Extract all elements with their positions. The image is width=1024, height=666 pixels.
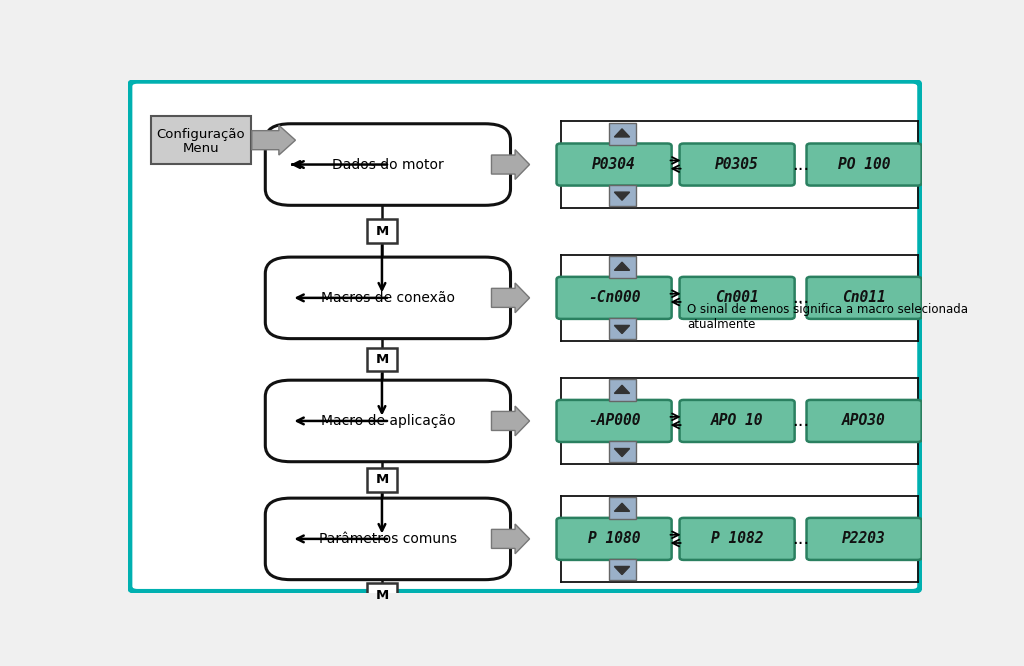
FancyBboxPatch shape — [608, 318, 636, 340]
FancyBboxPatch shape — [807, 400, 922, 442]
FancyBboxPatch shape — [557, 400, 672, 442]
FancyBboxPatch shape — [151, 117, 251, 164]
Polygon shape — [614, 326, 630, 334]
FancyBboxPatch shape — [608, 184, 636, 206]
FancyBboxPatch shape — [608, 441, 636, 462]
FancyBboxPatch shape — [265, 380, 511, 462]
Text: Macros de conexão: Macros de conexão — [321, 291, 455, 305]
Text: Menu: Menu — [182, 143, 219, 155]
FancyBboxPatch shape — [367, 583, 397, 607]
Polygon shape — [492, 283, 529, 313]
Text: Parâmetros comuns: Parâmetros comuns — [318, 532, 457, 546]
Text: M: M — [376, 589, 388, 601]
Text: P2203: P2203 — [842, 531, 886, 546]
Text: Configuração: Configuração — [157, 129, 246, 141]
Text: Cn001: Cn001 — [715, 290, 759, 306]
Text: PO 100: PO 100 — [838, 157, 890, 172]
Text: APO 10: APO 10 — [711, 414, 763, 428]
FancyBboxPatch shape — [265, 124, 511, 205]
Text: ...: ... — [792, 156, 809, 174]
FancyBboxPatch shape — [265, 257, 511, 338]
Text: P0304: P0304 — [592, 157, 636, 172]
FancyBboxPatch shape — [680, 400, 795, 442]
Text: M: M — [376, 474, 388, 486]
Text: -Cn000: -Cn000 — [588, 290, 640, 306]
Polygon shape — [614, 129, 630, 137]
Text: ...: ... — [792, 289, 809, 307]
FancyBboxPatch shape — [608, 256, 636, 278]
Polygon shape — [614, 567, 630, 575]
Text: Macro de aplicação: Macro de aplicação — [321, 414, 456, 428]
FancyBboxPatch shape — [608, 498, 636, 519]
Polygon shape — [614, 385, 630, 394]
Polygon shape — [614, 503, 630, 511]
Text: O sinal de menos significa a macro selecionada
atualmente: O sinal de menos significa a macro selec… — [687, 303, 969, 331]
FancyBboxPatch shape — [557, 277, 672, 319]
Text: APO30: APO30 — [842, 414, 886, 428]
Text: P0305: P0305 — [715, 157, 759, 172]
FancyBboxPatch shape — [147, 93, 902, 580]
Text: Cn011: Cn011 — [842, 290, 886, 306]
FancyBboxPatch shape — [265, 498, 511, 579]
FancyBboxPatch shape — [680, 518, 795, 560]
FancyBboxPatch shape — [557, 518, 672, 560]
FancyBboxPatch shape — [807, 143, 922, 186]
FancyBboxPatch shape — [608, 380, 636, 401]
FancyBboxPatch shape — [130, 81, 920, 591]
Polygon shape — [614, 192, 630, 200]
Polygon shape — [492, 150, 529, 179]
FancyBboxPatch shape — [807, 277, 922, 319]
Text: P 1080: P 1080 — [588, 531, 640, 546]
FancyBboxPatch shape — [608, 559, 636, 581]
Text: P 1082: P 1082 — [711, 531, 763, 546]
Text: ...: ... — [792, 412, 809, 430]
FancyBboxPatch shape — [367, 348, 397, 371]
Polygon shape — [614, 262, 630, 270]
Text: M: M — [376, 353, 388, 366]
Polygon shape — [614, 448, 630, 457]
Text: M: M — [376, 224, 388, 238]
FancyBboxPatch shape — [608, 123, 636, 145]
Text: ...: ... — [792, 530, 809, 548]
FancyBboxPatch shape — [367, 219, 397, 243]
FancyBboxPatch shape — [367, 468, 397, 492]
Text: Dados do motor: Dados do motor — [332, 158, 443, 172]
Text: -AP000: -AP000 — [588, 414, 640, 428]
FancyBboxPatch shape — [807, 518, 922, 560]
Polygon shape — [252, 125, 296, 155]
Polygon shape — [492, 524, 529, 553]
FancyBboxPatch shape — [557, 143, 672, 186]
FancyBboxPatch shape — [680, 277, 795, 319]
Polygon shape — [492, 406, 529, 436]
FancyBboxPatch shape — [680, 143, 795, 186]
